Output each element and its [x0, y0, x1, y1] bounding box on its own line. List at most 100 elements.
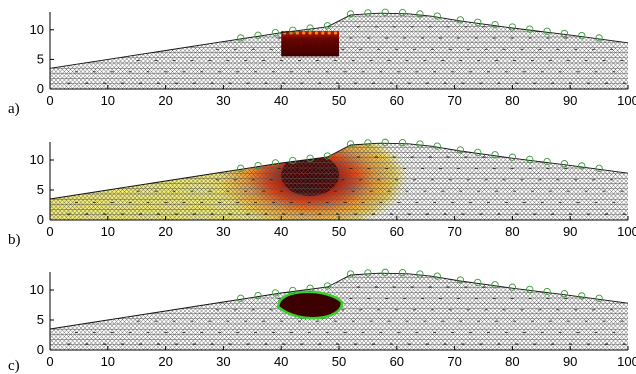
- surface-marker: [474, 148, 482, 157]
- surface-marker: [474, 278, 482, 287]
- surface-marker: [271, 289, 280, 297]
- x-tick-label: 30: [216, 224, 230, 239]
- x-tick-label: 50: [332, 354, 346, 369]
- y-tick-label: 5: [37, 182, 44, 197]
- surface-marker: [543, 27, 551, 35]
- panel-label: a): [8, 101, 20, 117]
- surface-marker: [433, 12, 441, 20]
- surface-marker: [578, 162, 586, 170]
- panel-c: c) 0 10 20 30 40 50 60 70 80 90 100 0 5 10: [8, 268, 636, 374]
- surface-marker: [398, 269, 407, 277]
- surface-marker: [346, 10, 355, 18]
- y-tick-label: 0: [37, 212, 44, 227]
- surface-marker: [456, 16, 465, 24]
- surface-marker: [306, 24, 314, 32]
- surface-marker: [474, 18, 482, 26]
- damage-core: [281, 154, 339, 196]
- surface-marker: [560, 29, 569, 38]
- surface-marker: [456, 276, 465, 284]
- surface-marker: [254, 31, 262, 39]
- block-edge-mark: [295, 31, 299, 35]
- mesh-lines: [50, 143, 628, 220]
- surface-marker: [526, 285, 534, 294]
- x-tick-label: 50: [332, 93, 346, 108]
- surface-marker: [306, 284, 314, 292]
- surface-marker: [491, 151, 499, 159]
- surface-marker: [306, 154, 314, 162]
- surface-marker: [254, 291, 262, 300]
- x-tick-label: 100: [617, 93, 636, 108]
- x-tick-label: 90: [563, 93, 577, 108]
- surface-marker: [254, 161, 262, 170]
- y-tick-label: 0: [37, 342, 44, 357]
- block-edge-mark: [333, 31, 338, 35]
- surface-marker: [433, 142, 441, 150]
- surface-marker: [508, 283, 517, 291]
- x-tick-label: 0: [46, 354, 53, 369]
- x-tick-label: 80: [505, 224, 519, 239]
- x-tick-label: 60: [390, 93, 404, 108]
- x-tick-label: 70: [447, 224, 461, 239]
- surface-marker: [346, 140, 355, 148]
- surface-marker: [595, 164, 603, 172]
- x-tick-label: 80: [505, 93, 519, 108]
- surface-marker: [289, 286, 297, 295]
- x-tick-label: 100: [617, 224, 636, 239]
- surface-marker: [416, 10, 424, 18]
- surface-marker: [543, 287, 551, 296]
- x-tick-label: 20: [158, 354, 172, 369]
- surface-marker: [289, 156, 297, 165]
- source-block: [281, 30, 339, 57]
- x-tick-label: 10: [101, 93, 115, 108]
- x-tick-label: 70: [447, 93, 461, 108]
- surface-marker: [237, 164, 245, 172]
- surface-marker: [416, 270, 424, 278]
- surface-marker: [289, 26, 297, 34]
- panel-a: a) 0 10 20 30 40 50 60 70 80 90 100 0 5 10: [8, 8, 636, 117]
- surface-marker: [271, 159, 280, 167]
- x-tick-label: 40: [274, 354, 288, 369]
- surface-marker: [271, 28, 280, 37]
- y-tick-label: 10: [30, 152, 44, 167]
- x-tick-label: 40: [274, 224, 288, 239]
- surface-marker: [508, 153, 517, 161]
- x-tick-label: 0: [46, 224, 53, 239]
- x-tick-label: 80: [505, 354, 519, 369]
- x-tick-label: 50: [332, 224, 346, 239]
- x-tick-label: 60: [390, 354, 404, 369]
- failure-zone: [277, 290, 344, 320]
- surface-marker: [323, 152, 332, 160]
- y-tick-label: 0: [37, 81, 44, 96]
- surface-marker: [237, 294, 245, 302]
- x-tick-label: 90: [563, 224, 577, 239]
- block-edge-mark: [302, 31, 306, 35]
- y-tick-label: 10: [30, 22, 44, 37]
- block-edge-mark: [321, 31, 325, 35]
- y-tick-label: 5: [37, 51, 44, 66]
- x-tick-label: 20: [158, 93, 172, 108]
- surface-marker: [323, 282, 332, 290]
- x-tick-label: 100: [617, 354, 636, 369]
- x-tick-label: 30: [216, 93, 230, 108]
- block-edge-mark: [308, 31, 312, 35]
- x-tick-label: 40: [274, 93, 288, 108]
- x-tick-label: 10: [101, 224, 115, 239]
- surface-marker: [381, 268, 389, 276]
- node-marks: [67, 26, 628, 84]
- surface-marker: [560, 160, 569, 168]
- x-tick-label: 0: [46, 93, 53, 108]
- surface-marker: [560, 290, 569, 298]
- mesh-domain: [50, 143, 628, 220]
- x-tick-label: 20: [158, 224, 172, 239]
- surface-marker: [381, 8, 389, 16]
- panel-b: b) 0 10 20 30 40 50 60 70 80 90 100 0 5 10: [8, 138, 636, 248]
- x-tick-label: 70: [447, 354, 461, 369]
- surface-marker: [364, 9, 372, 17]
- surface-marker: [578, 292, 586, 300]
- node-marks: [67, 156, 628, 215]
- surface-marker: [578, 31, 586, 40]
- surface-marker: [595, 34, 603, 42]
- x-tick-label: 90: [563, 354, 577, 369]
- surface-marker: [543, 157, 551, 166]
